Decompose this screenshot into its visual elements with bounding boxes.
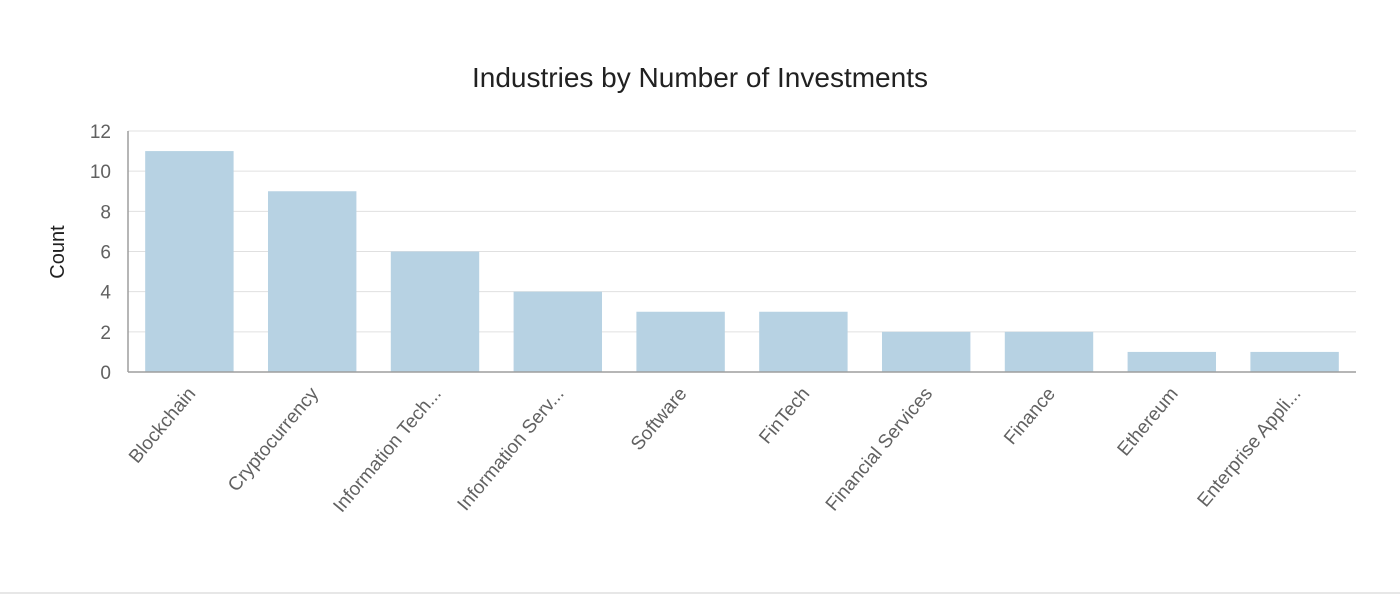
bar-cryptocurrency[interactable]: [267, 191, 357, 372]
x-tick-label: Finance: [1000, 384, 1060, 449]
bar-enterprise-appli[interactable]: [1250, 351, 1339, 372]
bar-financial-services[interactable]: [881, 331, 971, 372]
x-tick-label: Cryptocurrency: [224, 383, 323, 496]
x-tick-label: FinTech: [755, 384, 814, 448]
bar-information-serv[interactable]: [513, 291, 603, 372]
y-axis-label: Count: [47, 225, 69, 279]
bar-blockchain[interactable]: [145, 151, 234, 372]
y-tick-label: 0: [100, 363, 111, 384]
bars: [145, 151, 1339, 372]
y-tick-label: 8: [100, 202, 111, 223]
y-tick-label: 10: [90, 162, 111, 183]
x-tick-label: Financial Services: [822, 384, 937, 516]
bar-ethereum[interactable]: [1127, 351, 1217, 372]
x-tick-label: Enterprise Appli...: [1194, 384, 1306, 512]
x-tick-label: Ethereum: [1114, 384, 1183, 461]
chart-title: Industries by Number of Investments: [472, 62, 928, 93]
bar-software[interactable]: [636, 311, 725, 372]
y-tick-label: 4: [100, 283, 111, 304]
y-tick-labels: 0 2 4 6 8 10 12: [90, 122, 112, 384]
x-tick-label: Information Tech...: [329, 384, 445, 517]
y-tick-label: 12: [90, 122, 111, 143]
y-tick-label: 2: [100, 323, 111, 344]
bar-fintech[interactable]: [759, 311, 848, 372]
axes: [127, 131, 1356, 373]
bar-information-tech[interactable]: [390, 251, 480, 373]
x-tick-label: Blockchain: [125, 384, 200, 468]
x-tick-labels: Blockchain Cryptocurrency Information Tech…: [125, 383, 1305, 516]
x-tick-label: Information Serv...: [454, 384, 569, 515]
y-tick-label: 6: [100, 243, 111, 264]
bar-finance[interactable]: [1004, 331, 1094, 372]
x-tick-label: Software: [627, 384, 691, 455]
